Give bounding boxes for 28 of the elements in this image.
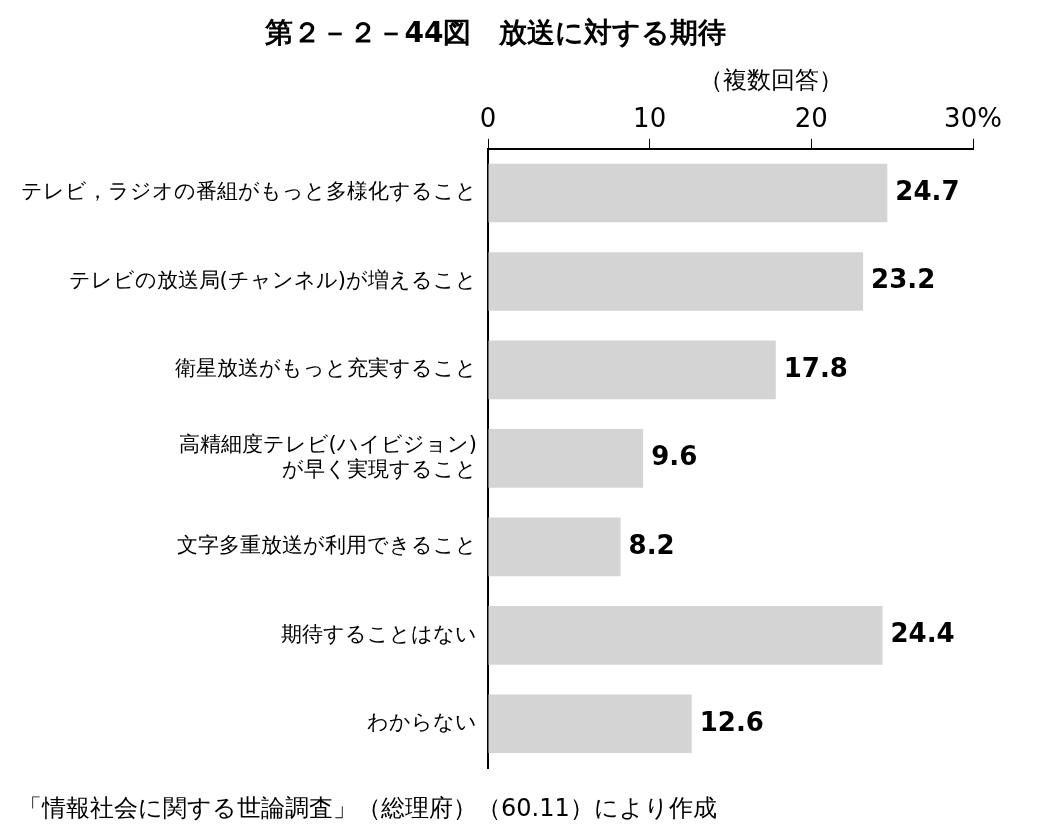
text: 「情報社会に関する世論調査」（総理府）（60.11）により作成 — [18, 794, 717, 822]
y-tick-label: わからない — [367, 710, 477, 735]
bar — [488, 605, 883, 665]
x-tick-label: 10 — [633, 102, 667, 133]
y-tick-label: 期待することはない — [281, 621, 477, 646]
data-label: 9.6 — [651, 441, 698, 472]
y-tick-label: テレビの放送局(チャンネル)が増えること — [68, 267, 477, 292]
bar — [488, 517, 621, 577]
bar — [488, 340, 776, 400]
chart-subtitle: （複数回答） — [699, 66, 843, 94]
x-tick-label: 0 — [479, 102, 497, 133]
bar — [488, 694, 692, 754]
data-label: 24.4 — [890, 618, 955, 649]
y-tick-label: 文字多重放送が利用できること — [177, 533, 477, 558]
y-tick-label: テレビ，ラジオの番組がもっと多様化すること — [21, 179, 477, 204]
data-label: 24.7 — [895, 175, 960, 206]
x-tick-label: 30% — [944, 102, 1002, 133]
data-label: 23.2 — [871, 264, 936, 295]
bar — [488, 163, 888, 223]
chart-title: 第２－２－44図 放送に対する期待 — [263, 16, 727, 50]
data-label: 12.6 — [699, 706, 764, 737]
bar — [488, 252, 864, 311]
y-tick-label: 衛星放送がもっと充実すること — [175, 356, 477, 381]
data-label: 17.8 — [783, 352, 848, 383]
data-label: 8.2 — [628, 529, 675, 560]
bar — [488, 429, 644, 488]
x-tick-label: 20 — [794, 102, 828, 133]
y-tick-label: 高精細度テレビ(ハイビジョン) が早く実現すること — [178, 432, 477, 482]
